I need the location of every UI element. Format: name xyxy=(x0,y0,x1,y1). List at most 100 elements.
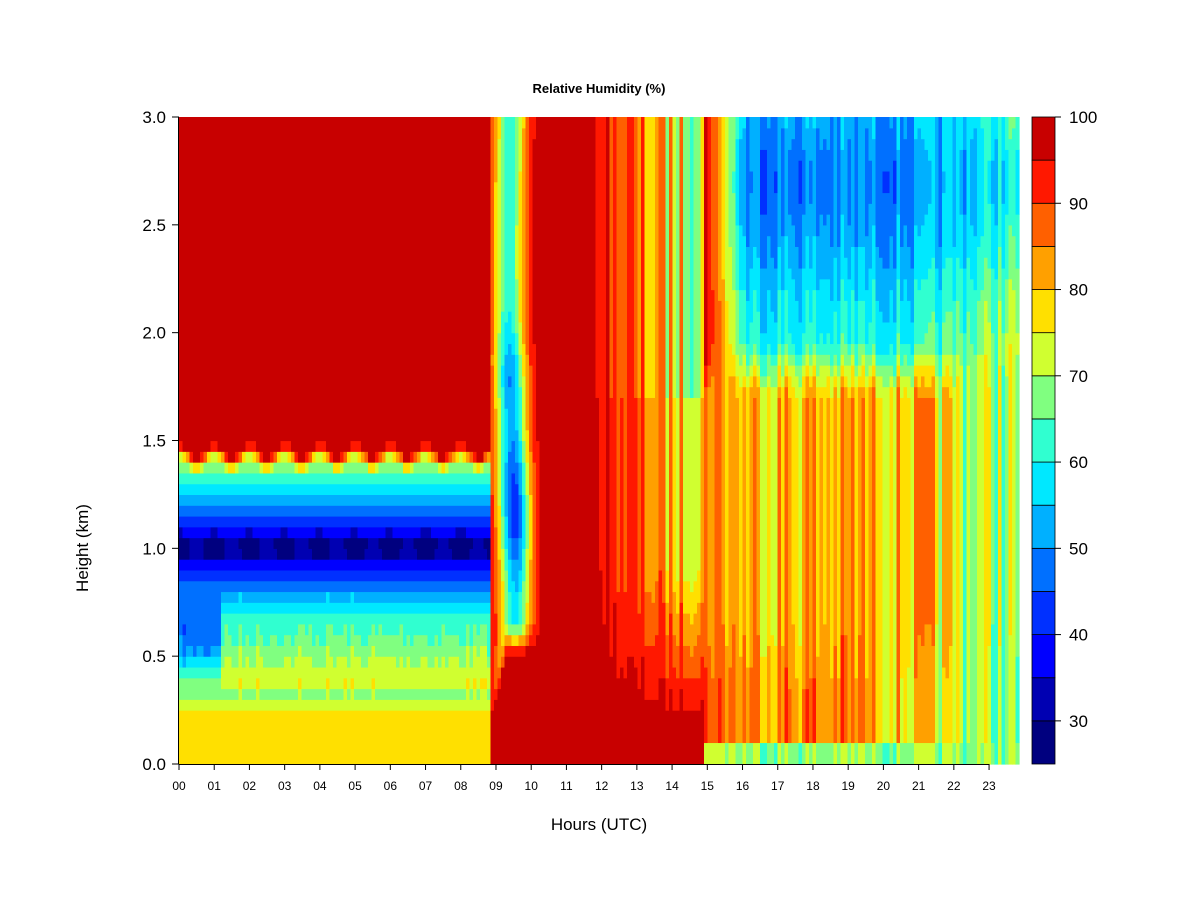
heatmap-cell xyxy=(907,742,912,765)
heatmap-cell xyxy=(767,289,772,345)
heatmap-cell xyxy=(189,451,194,463)
heatmap-cell xyxy=(266,494,271,506)
heatmap-cell xyxy=(413,602,418,614)
heatmap-cell xyxy=(256,688,261,711)
heatmap-cell xyxy=(427,494,432,506)
heatmap-cell xyxy=(424,688,429,700)
heatmap-cell xyxy=(308,623,313,657)
heatmap-cell xyxy=(728,375,733,668)
heatmap-cell xyxy=(770,742,775,765)
heatmap-cell xyxy=(942,117,947,172)
heatmap-cell xyxy=(851,117,856,247)
heatmap-cell xyxy=(364,666,369,690)
heatmap-cell xyxy=(333,537,338,560)
heatmap-cell xyxy=(609,397,614,657)
heatmap-cell xyxy=(889,365,894,377)
heatmap-cell xyxy=(952,300,957,355)
colorbar-label: 90 xyxy=(1069,194,1088,213)
heatmap-cell xyxy=(812,677,817,744)
heatmap-cell xyxy=(343,505,348,517)
heatmap-cell xyxy=(683,710,688,765)
heatmap-cell xyxy=(567,117,572,765)
heatmap-cell xyxy=(455,526,460,539)
heatmap-cell xyxy=(364,505,369,517)
heatmap-cell xyxy=(336,483,341,496)
heatmap-cell xyxy=(802,267,807,334)
heatmap-cell xyxy=(333,494,338,506)
heatmap-cell xyxy=(438,559,443,571)
heatmap-cell xyxy=(991,160,996,204)
heatmap-cell xyxy=(448,537,453,549)
heatmap-cell xyxy=(434,451,439,463)
heatmap-cell xyxy=(259,699,264,711)
heatmap-cell xyxy=(732,289,737,355)
heatmap-cell xyxy=(266,569,271,582)
heatmap-cell xyxy=(382,688,387,700)
heatmap-cell xyxy=(522,623,527,636)
heatmap-cell xyxy=(322,645,327,668)
heatmap-cell xyxy=(455,688,460,700)
heatmap-cell xyxy=(315,537,320,560)
heatmap-cell xyxy=(763,117,768,150)
heatmap-cell xyxy=(312,580,317,593)
heatmap-cell xyxy=(179,440,184,452)
heatmap-cell xyxy=(452,580,457,593)
heatmap-cell xyxy=(273,688,278,700)
heatmap-cell xyxy=(767,645,772,744)
heatmap-cell xyxy=(368,580,373,593)
x-tick-label: 02 xyxy=(243,779,257,793)
heatmap-cell xyxy=(368,699,373,711)
heatmap-cell xyxy=(231,602,236,614)
heatmap-cell xyxy=(515,656,520,765)
heatmap-cell xyxy=(767,354,772,377)
heatmap-cell xyxy=(329,688,334,700)
heatmap-cell xyxy=(847,343,852,355)
heatmap-cell xyxy=(438,494,443,506)
heatmap-cell xyxy=(399,117,404,452)
heatmap-cell xyxy=(907,397,912,668)
heatmap-cell xyxy=(378,710,383,765)
heatmap-cell xyxy=(949,117,954,258)
heatmap-cell xyxy=(469,559,474,571)
heatmap-cell xyxy=(371,580,376,593)
heatmap-cell xyxy=(256,602,261,614)
heatmap-cell xyxy=(921,397,926,646)
heatmap-cell xyxy=(753,246,758,291)
heatmap-cell xyxy=(802,397,807,690)
heatmap-cell xyxy=(214,483,219,496)
heatmap-cell xyxy=(291,117,296,452)
heatmap-cell xyxy=(1001,332,1006,366)
heatmap-cell xyxy=(427,515,432,528)
heatmap-cell xyxy=(791,343,796,355)
heatmap-cell xyxy=(329,623,334,657)
heatmap-cell xyxy=(987,386,992,646)
heatmap-cell xyxy=(228,526,233,539)
heatmap-cell xyxy=(455,580,460,593)
heatmap-cell xyxy=(217,505,222,517)
heatmap-cell xyxy=(462,645,467,668)
heatmap-cell xyxy=(459,462,464,474)
heatmap-cell xyxy=(196,645,201,657)
heatmap-cell xyxy=(448,505,453,517)
heatmap-cell xyxy=(483,472,488,485)
heatmap-cell xyxy=(347,117,352,452)
heatmap-cell xyxy=(221,699,226,711)
heatmap-cell xyxy=(413,559,418,571)
heatmap-cell xyxy=(389,537,394,560)
heatmap-cell xyxy=(518,656,523,765)
heatmap-cell xyxy=(445,591,450,603)
heatmap-cell xyxy=(441,602,446,614)
heatmap-cell xyxy=(970,278,975,345)
heatmap-cell xyxy=(277,710,282,765)
heatmap-cell xyxy=(235,559,240,571)
x-tick-label: 00 xyxy=(172,779,186,793)
heatmap-cell xyxy=(214,451,219,463)
heatmap-cell xyxy=(378,515,383,528)
heatmap-cell xyxy=(420,559,425,571)
heatmap-cell xyxy=(326,472,331,485)
heatmap-cell xyxy=(732,375,737,625)
heatmap-cell xyxy=(231,710,236,765)
heatmap-cell xyxy=(984,742,989,765)
heatmap-cell xyxy=(844,634,849,744)
heatmap-cell xyxy=(504,645,509,657)
